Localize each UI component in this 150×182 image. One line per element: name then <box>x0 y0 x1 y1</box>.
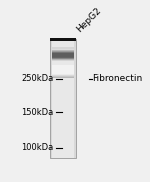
Bar <box>52 74 74 75</box>
Bar <box>52 55 74 56</box>
Text: HepG2: HepG2 <box>75 6 103 34</box>
Bar <box>52 58 74 59</box>
Bar <box>52 70 74 71</box>
Bar <box>52 56 74 57</box>
Bar <box>52 69 74 70</box>
Bar <box>52 76 74 77</box>
Bar <box>52 68 74 69</box>
Bar <box>52 47 74 48</box>
Bar <box>52 51 74 52</box>
Bar <box>52 58 74 59</box>
Bar <box>50 39 76 158</box>
Bar <box>52 55 74 56</box>
Bar <box>52 52 74 53</box>
Bar <box>52 54 74 55</box>
Bar <box>52 76 74 77</box>
Bar <box>52 67 74 68</box>
Bar <box>52 49 74 50</box>
Bar <box>52 73 74 74</box>
Bar <box>52 77 74 78</box>
Bar <box>50 38 76 41</box>
Bar <box>52 65 74 66</box>
Bar <box>52 50 74 51</box>
Bar <box>52 66 74 67</box>
Bar <box>52 59 74 60</box>
Bar <box>52 57 74 58</box>
Bar <box>52 51 74 52</box>
Bar <box>52 74 74 75</box>
Bar <box>52 54 74 55</box>
Bar <box>52 68 74 69</box>
Bar <box>52 48 74 49</box>
Bar <box>52 67 74 68</box>
Bar <box>52 69 74 70</box>
Bar <box>52 75 74 76</box>
Text: 250kDa: 250kDa <box>21 74 54 83</box>
Bar <box>52 72 74 73</box>
Bar <box>52 66 74 67</box>
Bar <box>52 72 74 73</box>
Bar <box>52 60 74 61</box>
Bar <box>52 71 74 72</box>
Text: 100kDa: 100kDa <box>21 143 54 153</box>
Bar <box>52 56 74 57</box>
Bar <box>52 60 74 61</box>
Text: Fibronectin: Fibronectin <box>93 74 143 83</box>
Bar <box>52 57 74 58</box>
Bar <box>52 53 74 54</box>
Bar <box>52 39 74 158</box>
Bar <box>52 65 74 66</box>
Bar <box>52 53 74 54</box>
Bar <box>52 70 74 71</box>
Text: 150kDa: 150kDa <box>21 108 54 117</box>
